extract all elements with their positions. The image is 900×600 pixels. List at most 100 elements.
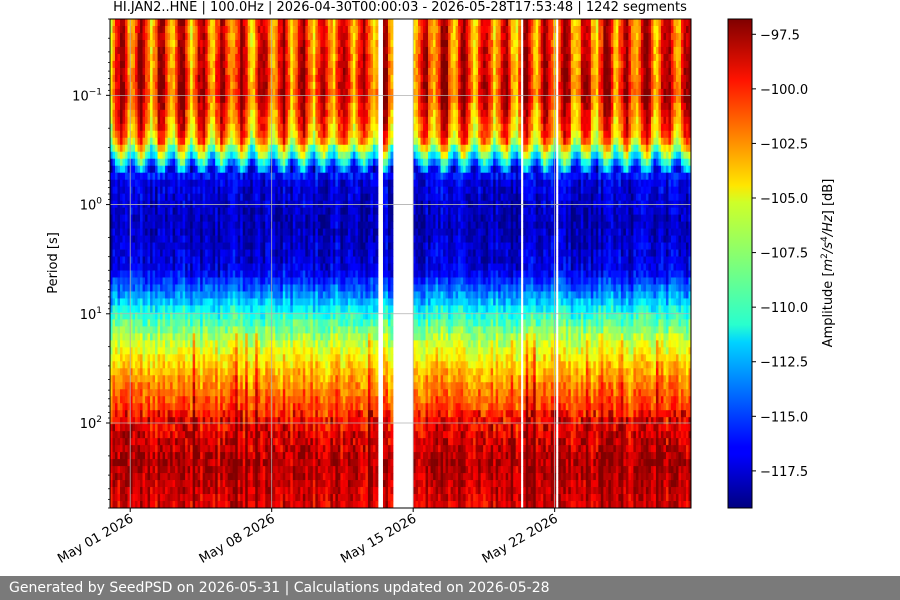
- heat-cell: [175, 39, 179, 48]
- heat-cell: [205, 263, 209, 271]
- heat-cell: [127, 319, 131, 327]
- heat-cell: [225, 305, 229, 313]
- heat-cell: [200, 214, 204, 222]
- heat-cell: [115, 333, 118, 341]
- heat-cell: [255, 221, 259, 229]
- heat-cell: [275, 165, 279, 174]
- heat-cell: [142, 165, 146, 174]
- heat-cell: [277, 431, 281, 439]
- heat-cell: [152, 445, 156, 453]
- heat-cell: [285, 375, 289, 383]
- heat-cell: [205, 452, 209, 460]
- heat-cell: [257, 319, 261, 327]
- heat-cell: [190, 473, 194, 481]
- heat-cell: [202, 102, 206, 111]
- heat-cell: [260, 277, 264, 285]
- heat-cell: [212, 172, 216, 181]
- heat-cell: [215, 333, 219, 341]
- heat-cell: [135, 123, 138, 132]
- heat-cell: [132, 494, 136, 502]
- heat-cell: [182, 494, 186, 502]
- heat-cell: [112, 25, 116, 34]
- heat-cell: [255, 179, 259, 188]
- heat-cell: [120, 501, 123, 509]
- heat-cell: [217, 242, 221, 250]
- heat-cell: [117, 445, 121, 453]
- heat-cell: [267, 95, 271, 104]
- heat-cell: [135, 389, 138, 397]
- heat-cell: [215, 95, 219, 104]
- heat-cell: [252, 74, 256, 83]
- heat-cell: [165, 431, 168, 439]
- heat-cell: [132, 417, 136, 425]
- heat-cell: [177, 88, 181, 97]
- heat-cell: [185, 319, 189, 327]
- heat-cell: [245, 354, 249, 362]
- heat-cell: [205, 60, 209, 69]
- heat-cell: [230, 263, 234, 271]
- heat-cell: [237, 74, 241, 83]
- heat-cell: [220, 25, 224, 34]
- heat-cell: [265, 277, 269, 285]
- heat-cell: [167, 19, 171, 27]
- heat-cell: [282, 312, 286, 320]
- heat-cell: [267, 193, 271, 202]
- heat-cell: [212, 242, 216, 250]
- heat-cell: [112, 60, 116, 69]
- heat-cell: [120, 221, 123, 229]
- heat-cell: [187, 249, 191, 257]
- heat-cell: [127, 277, 131, 285]
- heat-cell: [195, 151, 199, 160]
- heat-cell: [145, 347, 148, 355]
- heat-cell: [282, 480, 286, 488]
- heat-cell: [112, 158, 116, 167]
- heat-cell: [137, 39, 141, 48]
- heat-cell: [185, 32, 189, 41]
- heat-cell: [220, 326, 224, 334]
- heat-cell: [257, 186, 261, 195]
- heat-cell: [145, 214, 148, 222]
- heat-cell: [207, 410, 211, 418]
- heat-cell: [277, 165, 281, 174]
- heat-cell: [260, 361, 264, 369]
- heat-cell: [212, 410, 216, 418]
- heat-cell: [267, 312, 271, 320]
- heat-cell: [235, 291, 239, 299]
- heat-cell: [197, 179, 201, 188]
- heat-cell: [175, 207, 179, 215]
- heat-cell: [150, 165, 153, 174]
- heat-cell: [152, 305, 156, 313]
- heat-cell: [125, 396, 128, 404]
- heat-cell: [252, 144, 256, 153]
- heat-cell: [275, 382, 279, 390]
- heat-cell: [272, 81, 276, 90]
- heat-cell: [137, 312, 141, 320]
- heat-cell: [230, 19, 234, 27]
- heat-cell: [272, 494, 276, 502]
- heat-cell: [172, 319, 176, 327]
- heat-cell: [260, 81, 264, 90]
- heat-cell: [285, 249, 289, 257]
- heat-cell: [170, 333, 173, 341]
- heat-cell: [180, 263, 184, 271]
- heat-cell: [237, 424, 241, 432]
- heat-cell: [217, 123, 221, 132]
- heat-cell: [135, 424, 138, 432]
- heat-cell: [117, 228, 121, 236]
- heat-cell: [255, 130, 259, 139]
- heat-cell: [127, 256, 131, 264]
- heat-cell: [150, 473, 153, 481]
- heat-cell: [140, 473, 143, 481]
- heat-cell: [167, 95, 171, 104]
- heat-cell: [277, 19, 281, 27]
- heat-cell: [192, 333, 196, 341]
- heat-cell: [267, 277, 271, 285]
- heat-cell: [175, 249, 179, 257]
- heat-cell: [257, 137, 261, 146]
- heat-cell: [112, 326, 116, 334]
- heat-cell: [180, 382, 184, 390]
- heat-cell: [122, 39, 126, 48]
- heat-cell: [272, 438, 276, 446]
- heat-cell: [182, 207, 186, 215]
- heat-cell: [252, 242, 256, 250]
